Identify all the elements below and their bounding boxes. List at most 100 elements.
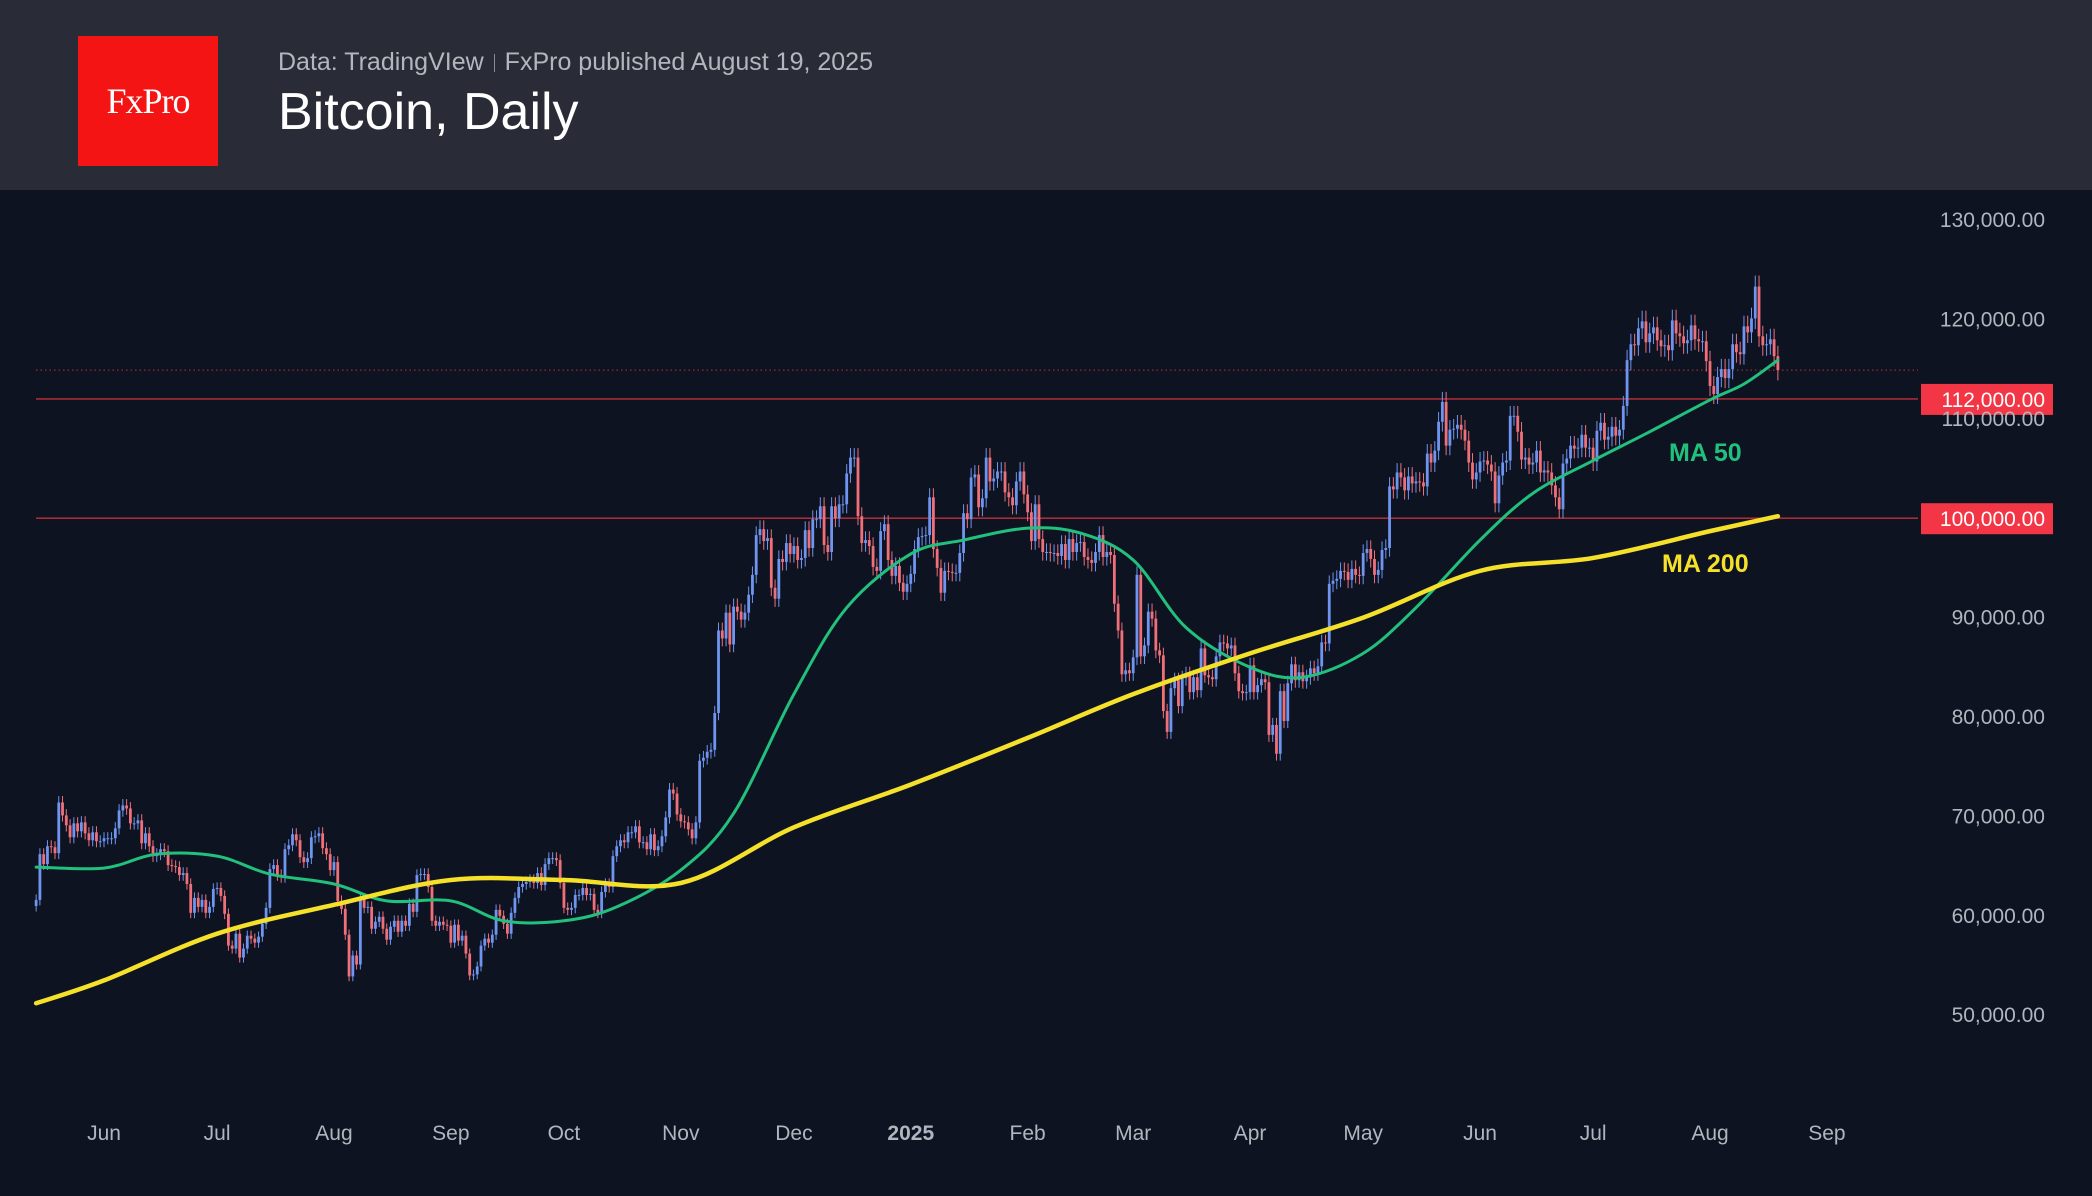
candle-body (1501, 462, 1505, 476)
candle-body (1437, 421, 1440, 451)
candle-body (1433, 450, 1437, 463)
candle-body (1735, 344, 1738, 353)
candle-body (1131, 657, 1135, 674)
candle-body (1750, 318, 1753, 333)
candle-body (381, 916, 385, 929)
candle-body (468, 953, 472, 976)
candle-body (849, 457, 852, 474)
candle-body (291, 834, 294, 846)
candle-body (924, 535, 928, 537)
candle-body (1569, 445, 1572, 459)
candle-body (709, 749, 713, 752)
candle-body (1497, 475, 1501, 504)
candle-body (724, 612, 728, 639)
level-tag-label: 112,000.00 (1941, 389, 2045, 412)
candle-body (1146, 611, 1150, 646)
candle-body (773, 587, 777, 599)
candle-body (653, 834, 656, 851)
ma200-label: MA 200 (1662, 550, 1749, 578)
candle-body (72, 823, 76, 838)
candle-body (830, 506, 834, 552)
candle-body (358, 898, 362, 965)
candle-body (1112, 554, 1116, 604)
candle-body (1603, 422, 1606, 440)
candle-body (1591, 447, 1595, 462)
candle-body (1158, 650, 1161, 656)
candle-body (1105, 551, 1109, 557)
candle-body (562, 882, 566, 908)
candle-body (389, 926, 392, 940)
candle-body (1618, 429, 1621, 436)
candle-body (253, 938, 257, 943)
logo-text: FxPro (106, 81, 190, 121)
header: FxPro Data: TradingVIew FxPro published A… (0, 0, 2092, 190)
candle-body (777, 558, 781, 599)
candle-body (1361, 552, 1365, 576)
candle-body (1738, 352, 1742, 355)
candle-body (973, 474, 977, 478)
candle-body (1670, 320, 1674, 351)
candle-body (1667, 345, 1670, 351)
candle-body (686, 822, 690, 830)
candle-body (294, 834, 298, 841)
candle-body (483, 938, 487, 946)
candle-body (784, 543, 788, 562)
candle-body (965, 513, 969, 520)
candle-body (992, 478, 996, 482)
x-tick-label: Jul (204, 1122, 231, 1145)
candle-body (905, 583, 909, 592)
candle-body (871, 546, 875, 567)
candle-body (935, 549, 939, 568)
candle-body (1082, 542, 1086, 557)
candle-body (215, 887, 219, 889)
candle-body (762, 529, 766, 542)
candle-body (1327, 583, 1331, 644)
candle-body (1018, 471, 1022, 482)
ma50-line (34, 358, 1780, 925)
candle-body (377, 916, 381, 922)
candle-body (98, 841, 102, 843)
x-tick-label: May (1343, 1122, 1383, 1145)
candle-body (913, 549, 916, 574)
candle-body (438, 921, 441, 926)
candle-body (1689, 325, 1693, 341)
candle-body (487, 938, 490, 943)
candle-body (754, 535, 758, 575)
y-tick-label: 80,000.00 (1952, 706, 2045, 729)
candle-body (751, 574, 754, 595)
candle-body (1263, 679, 1267, 683)
candle-body (1640, 321, 1644, 329)
candle-body (1286, 683, 1290, 721)
published-date: FxPro published August 19, 2025 (504, 48, 873, 76)
candle-body (162, 849, 166, 852)
candle-body (645, 842, 649, 850)
candle-body (196, 897, 200, 907)
candle-body (309, 837, 313, 859)
candle-body (68, 825, 72, 838)
candle-body (1659, 340, 1663, 347)
candle-body (845, 473, 849, 505)
candle-body (407, 903, 411, 926)
candle-body (1045, 551, 1048, 553)
candle-body (894, 565, 898, 576)
candle-body (1595, 430, 1599, 462)
candle-body (1267, 682, 1271, 735)
candle-body (818, 506, 822, 520)
candle-body (178, 867, 181, 876)
candle-body (637, 826, 641, 843)
candle-body (596, 909, 600, 913)
candle-body (852, 457, 856, 459)
candle-body (1086, 556, 1090, 560)
candle-body (1222, 642, 1226, 644)
candle-body (1094, 551, 1097, 563)
candle-body (781, 558, 784, 562)
candle-body (649, 834, 653, 850)
candle-body (1011, 497, 1014, 506)
candle-body (272, 865, 276, 870)
candle-body (1052, 552, 1056, 554)
candle-body (1252, 665, 1256, 693)
candle-body (1776, 356, 1780, 371)
x-tick-label: Sep (432, 1122, 469, 1145)
candle-body (547, 858, 551, 865)
candle-body (833, 506, 837, 519)
